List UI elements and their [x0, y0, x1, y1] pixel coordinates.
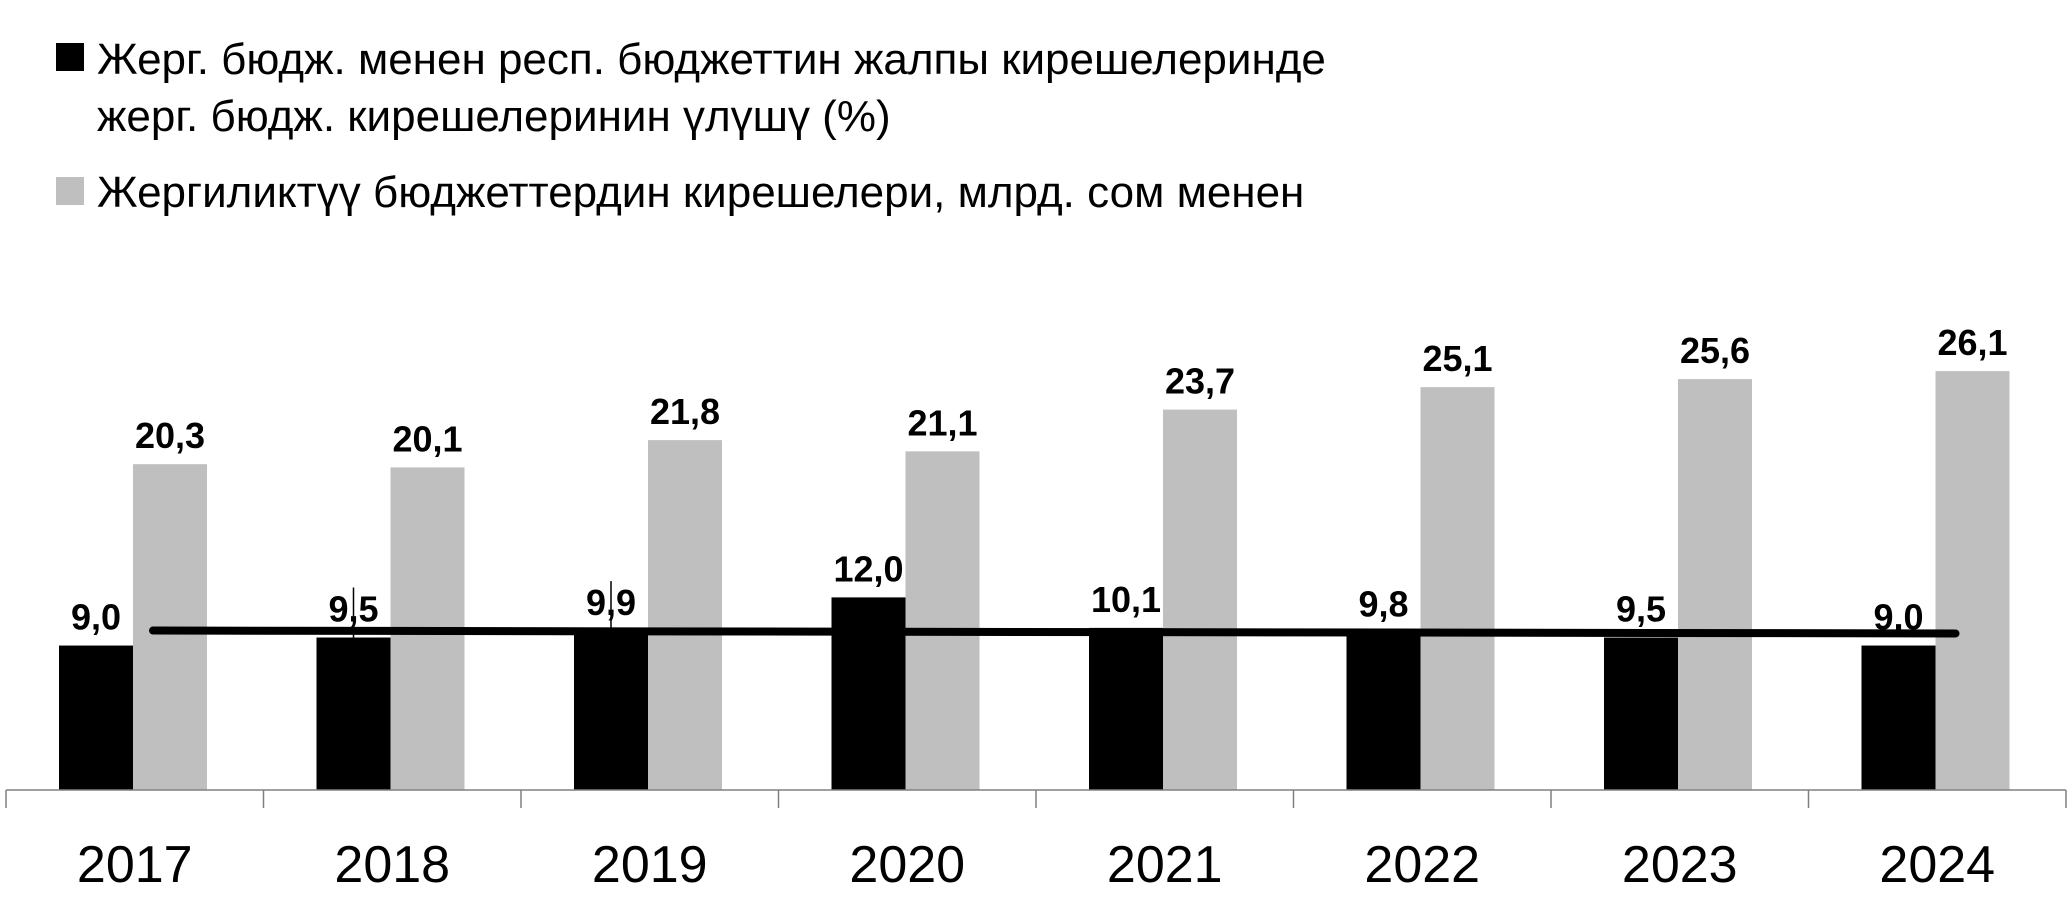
bar-share-2023: [1604, 637, 1678, 790]
bar-revenue-2020: [905, 451, 980, 790]
data-labels: 9,020,39,520,19,921,812,021,110,123,79,8…: [71, 322, 2008, 637]
data-label-revenue-2021: 23,7: [1165, 361, 1235, 402]
trendline: [149, 626, 1960, 638]
data-label-revenue-2018: 20,1: [392, 418, 462, 459]
legend-label-series-2-line-1: Жергиликтүү бюджеттердин кирешелери, млр…: [97, 168, 1304, 217]
data-label-revenue-2024: 26,1: [1937, 322, 2007, 363]
x-axis: 2017 2018 2019 2020 2021 2022 2023 2024: [5, 789, 2067, 894]
data-label-share-2024: 9,0: [1873, 597, 1923, 638]
data-label-revenue-2017: 20,3: [135, 415, 205, 456]
legend-swatch-series-2: [56, 177, 84, 205]
data-label-share-2023: 9,5: [1616, 589, 1666, 630]
x-tick-label-2024: 2024: [1879, 836, 1995, 894]
bar-share-2021: [1089, 627, 1163, 790]
x-tick-label-2021: 2021: [1107, 836, 1223, 894]
x-tick-label-2020: 2020: [849, 836, 965, 894]
data-label-revenue-2019: 21,8: [650, 391, 720, 432]
bar-revenue-2024: [1935, 371, 2010, 790]
legend: Жерг. бюдж. менен респ. бюджеттин жалпы …: [56, 35, 1326, 217]
bar-revenue-2019: [648, 440, 722, 790]
bar-share-2017: [59, 645, 133, 790]
bar-share-2019: [574, 631, 648, 790]
x-tick-label-2019: 2019: [592, 836, 708, 894]
bar-share-2020: [831, 597, 906, 790]
x-tick-label-2022: 2022: [1364, 836, 1480, 894]
data-label-share-2022: 9,8: [1358, 584, 1408, 625]
data-label-share-2020: 12,0: [833, 548, 903, 589]
bar-revenue-2022: [1420, 387, 1495, 790]
legend-label-series-1-line-1: Жерг. бюдж. менен респ. бюджеттин жалпы …: [97, 35, 1326, 84]
trendline-share: [149, 626, 1960, 638]
x-tick-label-2023: 2023: [1622, 836, 1738, 894]
x-tick-label-2017: 2017: [77, 836, 193, 894]
legend-label-series-1-line-2: жерг. бюдж. кирешелеринин үлүшү (%): [97, 92, 891, 141]
data-label-revenue-2020: 21,1: [907, 402, 977, 443]
data-label-revenue-2023: 25,6: [1680, 330, 1750, 371]
data-label-share-2017: 9,0: [71, 597, 121, 638]
x-tick-label-2018: 2018: [334, 836, 450, 894]
bar-revenue-2021: [1163, 409, 1237, 790]
legend-swatch-series-1: [56, 43, 84, 71]
bar-share-2022: [1346, 632, 1421, 790]
bars: [59, 371, 2010, 790]
bar-share-2018: [316, 637, 391, 790]
data-label-revenue-2022: 25,1: [1422, 338, 1492, 379]
bar-revenue-2023: [1678, 379, 1752, 790]
bar-share-2024: [1861, 645, 1936, 790]
data-label-share-2021: 10,1: [1091, 579, 1161, 620]
